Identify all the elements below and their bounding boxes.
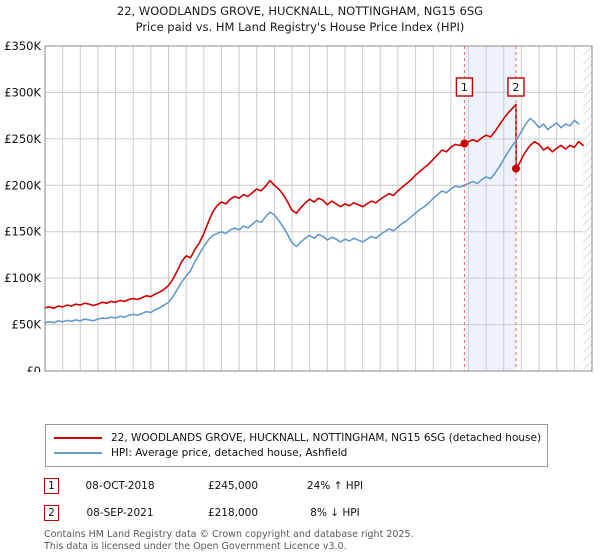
footer-line-1: Contains HM Land Registry data © Crown c… — [44, 529, 414, 540]
transaction-marker-2: 2 — [44, 504, 59, 521]
chart-legend: 22, WOODLANDS GROVE, HUCKNALL, NOTTINGHA… — [45, 424, 548, 467]
copyright-footer: Contains HM Land Registry data © Crown c… — [44, 529, 564, 552]
transactions-table: 1 08-OCT-2018 £245,000 24% ↑ HPI 2 08-SE… — [44, 472, 464, 526]
transaction-hpi-delta-2: 8% ↓ HPI — [310, 506, 360, 519]
title-line-2: Price paid vs. HM Land Registry's House … — [135, 20, 465, 34]
legend-swatch-property — [54, 436, 102, 439]
legend-swatch-hpi — [54, 451, 102, 454]
transaction-price-1: £245,000 — [207, 479, 259, 492]
transaction-marker-label: 1 — [461, 81, 468, 94]
footer-line-2: This data is licensed under the Open Gov… — [44, 540, 347, 552]
y-axis-tick-label: £300K — [4, 85, 41, 99]
legend-label-hpi: HPI: Average price, detached house, Ashf… — [111, 446, 348, 459]
page-title: 22, WOODLANDS GROVE, HUCKNALL, NOTTINGHA… — [0, 3, 600, 35]
legend-item-property: 22, WOODLANDS GROVE, HUCKNALL, NOTTINGHA… — [52, 430, 541, 445]
legend-item-hpi: HPI: Average price, detached house, Ashf… — [52, 445, 541, 460]
hpi-average-line — [44, 117, 580, 324]
y-axis-tick-label: £0 — [26, 364, 41, 372]
transaction-marker-box[interactable] — [507, 77, 525, 97]
transaction-point[interactable] — [460, 139, 469, 148]
property-price-line — [44, 103, 584, 310]
title-line-1: 22, WOODLANDS GROVE, HUCKNALL, NOTTINGHA… — [116, 4, 484, 18]
transaction-marker-1: 1 — [44, 477, 59, 494]
table-row: 1 08-OCT-2018 £245,000 24% ↑ HPI — [44, 472, 464, 499]
transaction-price-2: £218,000 — [207, 506, 259, 519]
legend-label-property: 22, WOODLANDS GROVE, HUCKNALL, NOTTINGHA… — [111, 431, 542, 444]
y-axis-tick-label: £50K — [12, 318, 42, 332]
transaction-hpi-delta-1: 24% ↑ HPI — [306, 479, 364, 492]
table-row: 2 08-SEP-2021 £218,000 8% ↓ HPI — [44, 499, 464, 526]
y-axis-tick-label: £350K — [4, 39, 41, 53]
transaction-date-1: 08-OCT-2018 — [85, 479, 155, 492]
transaction-marker-box[interactable] — [455, 77, 474, 97]
y-axis-tick-label: £200K — [4, 178, 41, 192]
transaction-date-2: 08-SEP-2021 — [86, 506, 154, 519]
transaction-point[interactable] — [511, 164, 520, 173]
transaction-marker-label: 2 — [512, 81, 519, 94]
y-axis-tick-label: £150K — [4, 225, 41, 239]
chart-svg: £0£50K£100K£150K£200K£250K£300K£350K1995… — [4, 39, 593, 372]
y-axis-tick-label: £100K — [4, 271, 41, 285]
price-chart: £0£50K£100K£150K£200K£250K£300K£350K1995… — [0, 36, 600, 372]
y-axis-tick-label: £250K — [4, 132, 41, 146]
